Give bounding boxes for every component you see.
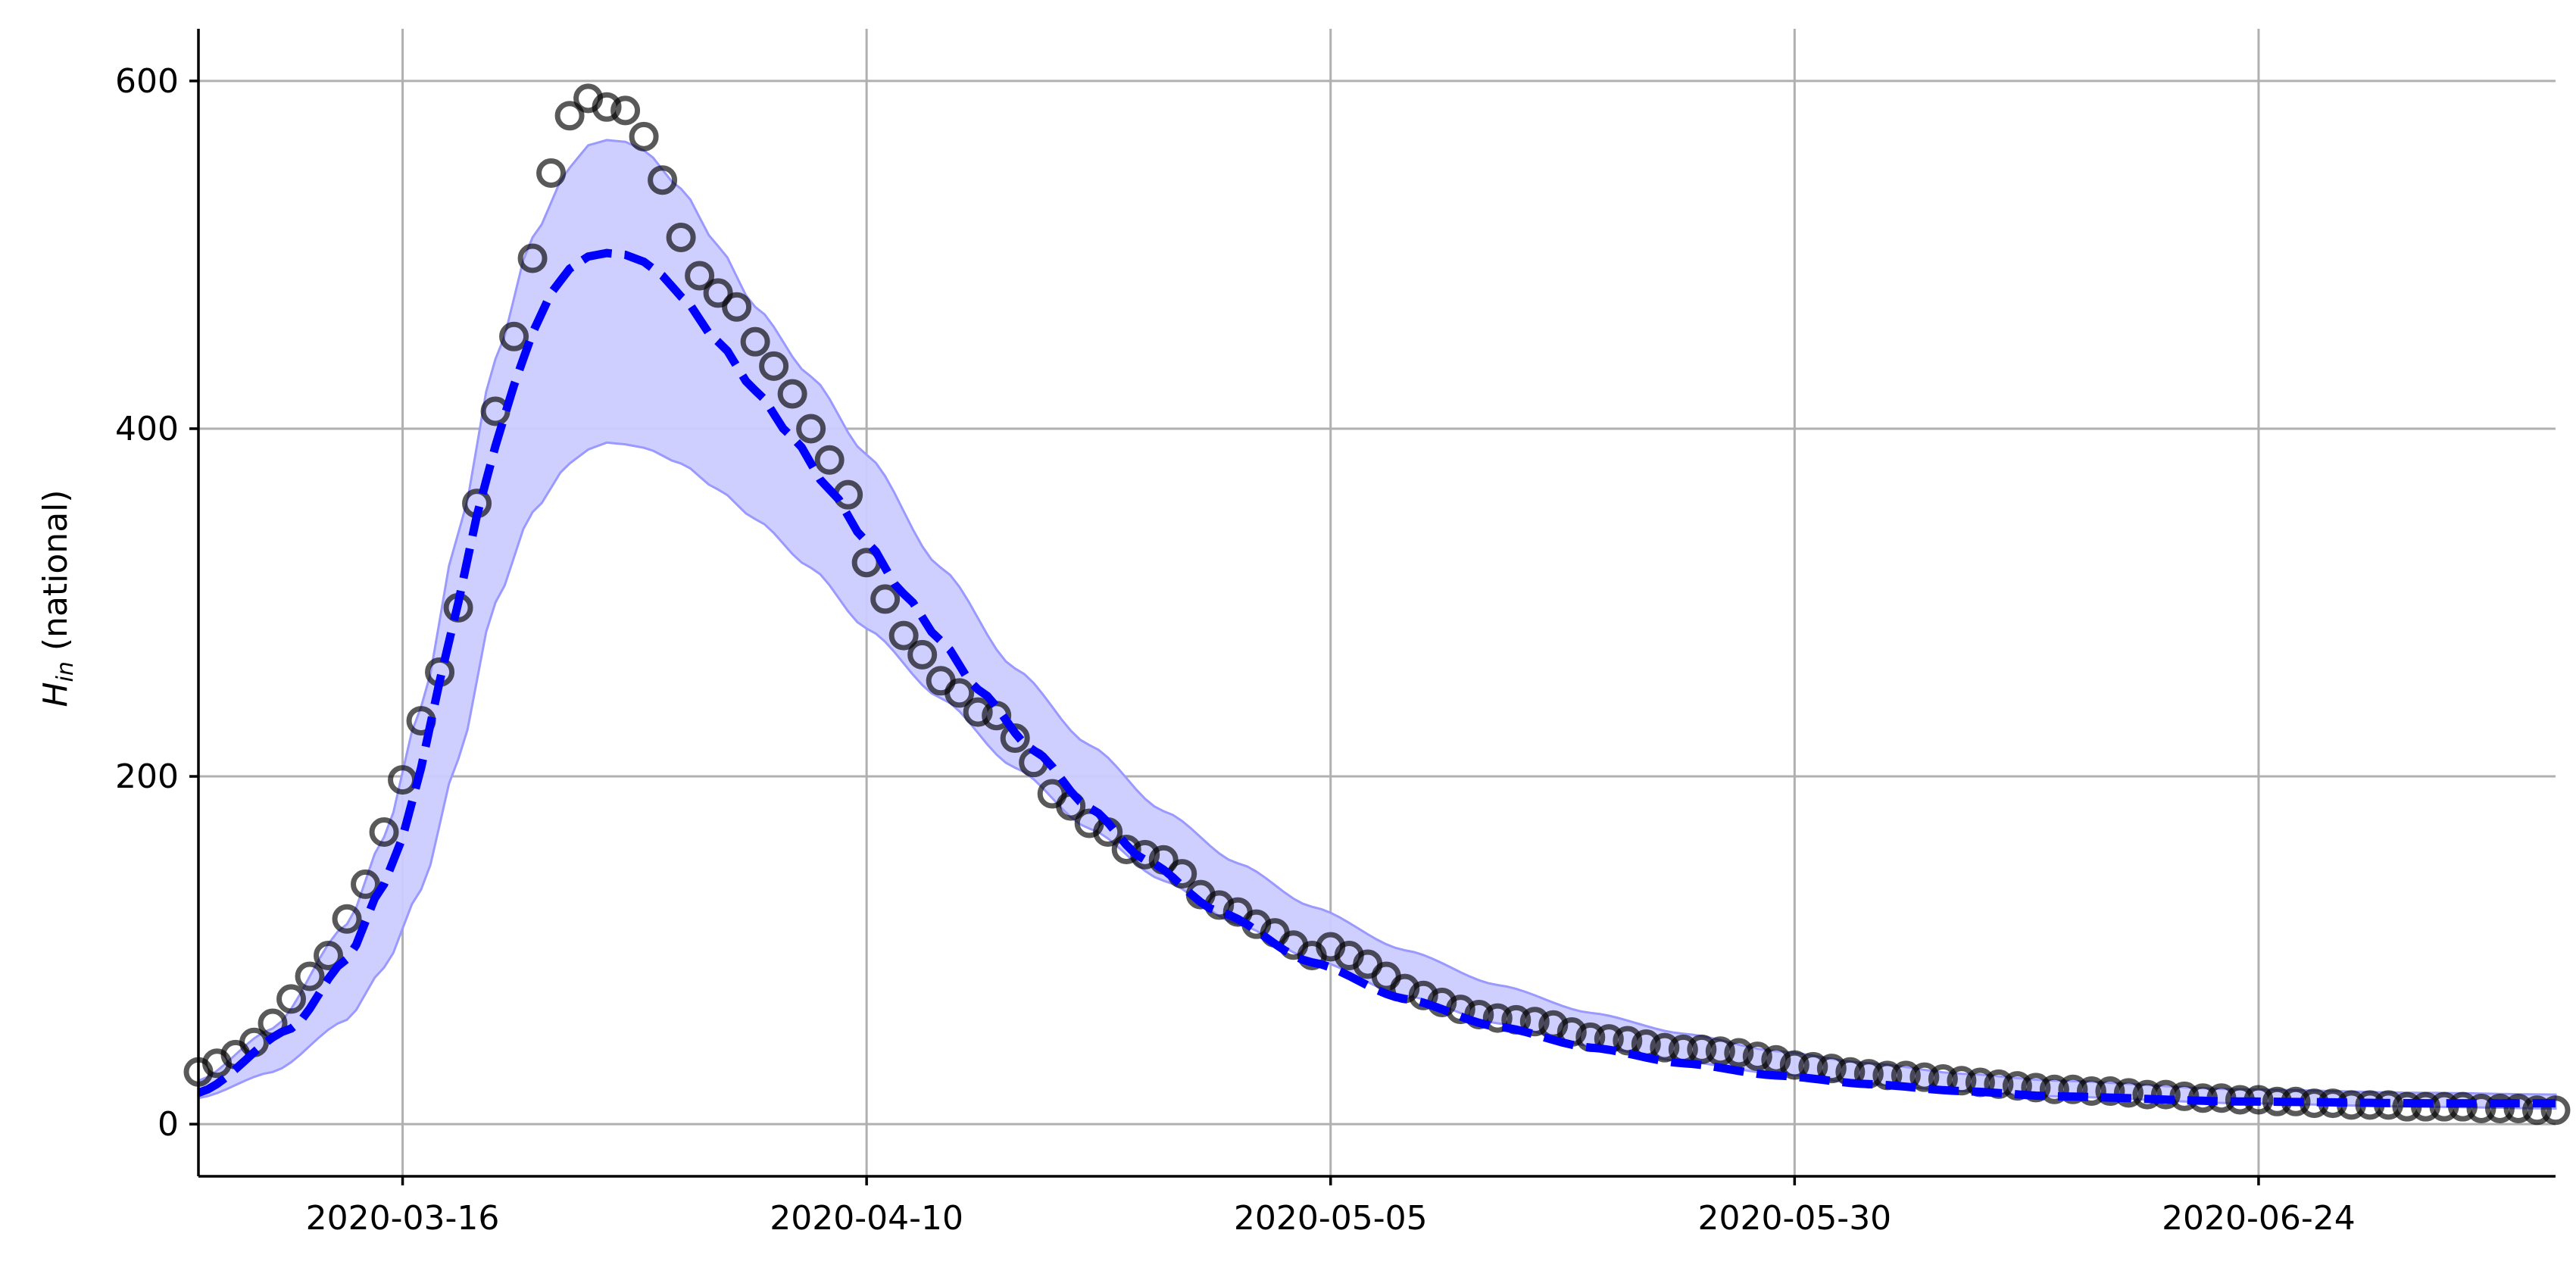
- observed-point: [1613, 1026, 1643, 1056]
- observed-point: [517, 243, 548, 273]
- observed-point: [2150, 1079, 2181, 1110]
- y-axis-label: Hin (national): [36, 489, 79, 707]
- observed-point: [796, 414, 826, 444]
- observed-point: [629, 121, 659, 151]
- observed-point: [1742, 1041, 1772, 1072]
- model-line: [197, 248, 2556, 1108]
- observed-point: [2466, 1093, 2496, 1123]
- axes: [189, 29, 2556, 1185]
- observed-point: [2076, 1076, 2106, 1107]
- x-tick-label: 2020-06-24: [2162, 1199, 2356, 1238]
- observed-point: [2521, 1095, 2552, 1126]
- observed-point: [2132, 1079, 2162, 1110]
- observed-point: [351, 869, 381, 899]
- observed-point: [1687, 1034, 1717, 1064]
- observed-point: [332, 904, 362, 934]
- observed-point: [2113, 1078, 2144, 1108]
- observed-point: [1724, 1038, 1754, 1068]
- observed-point: [369, 817, 399, 847]
- observed-point: [592, 92, 622, 122]
- observed-point: [740, 326, 770, 357]
- observed-point: [1519, 1007, 1550, 1037]
- observed-point: [2503, 1093, 2534, 1123]
- y-tick-label: 0: [158, 1105, 179, 1144]
- observed-point: [2058, 1074, 2088, 1104]
- model-line-group: [197, 248, 2556, 1108]
- observed-point: [666, 222, 696, 252]
- observed-point: [314, 940, 344, 970]
- observed-point: [1111, 834, 1141, 864]
- observed-point: [295, 961, 325, 991]
- observed-point: [945, 678, 975, 708]
- observed-point: [1779, 1050, 1809, 1080]
- observed-point: [963, 697, 993, 727]
- observed-point: [703, 278, 733, 308]
- observed-point: [907, 639, 938, 670]
- observed-point: [814, 445, 845, 475]
- observed-point: [685, 261, 715, 291]
- observed-point: [499, 321, 529, 351]
- observed-point: [1705, 1036, 1735, 1066]
- observed-points: [183, 83, 2571, 1126]
- observed-point: [777, 379, 807, 409]
- observed-point: [554, 101, 585, 131]
- x-tick-label: 2020-05-30: [1697, 1199, 1891, 1238]
- observed-point: [1909, 1062, 1940, 1092]
- observed-point: [276, 984, 307, 1014]
- x-tick-label: 2020-05-05: [1234, 1199, 1428, 1238]
- observed-point: [722, 292, 752, 322]
- observed-point: [648, 165, 678, 195]
- observed-point: [536, 158, 567, 189]
- y-tick-label: 400: [115, 410, 179, 448]
- observed-point: [2540, 1095, 2571, 1126]
- observed-point: [1816, 1054, 1847, 1084]
- observed-point: [2039, 1074, 2069, 1104]
- tick-labels: 0 200 400 600 2020-03-16 2020-04-10 2020-05-05…: [115, 62, 2356, 1238]
- x-tick-label: 2020-04-10: [770, 1199, 963, 1238]
- observed-point: [870, 584, 901, 614]
- observed-point: [610, 95, 641, 126]
- y-tick-label: 600: [115, 62, 179, 101]
- y-tick-label: 200: [115, 757, 179, 796]
- observed-point: [1650, 1032, 1680, 1063]
- x-tick-label: 2020-03-16: [306, 1199, 500, 1238]
- observed-point: [2095, 1076, 2125, 1107]
- observed-point: [759, 351, 789, 381]
- observed-point: [2484, 1093, 2515, 1123]
- observed-point: [888, 620, 919, 651]
- observed-point: [1947, 1066, 1977, 1096]
- observed-point: [1482, 1003, 1513, 1033]
